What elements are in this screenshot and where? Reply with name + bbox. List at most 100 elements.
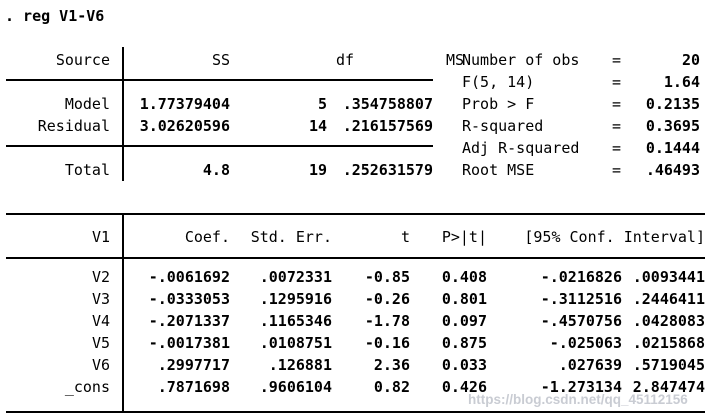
stat-label: Prob > F: [462, 95, 535, 113]
anova-ms-value: .252631579: [342, 161, 433, 179]
anova-df-value: 5: [317, 95, 327, 113]
stat-prob-f: Prob > F = 0.2135: [462, 96, 700, 113]
stat-value: 0.3695: [645, 117, 700, 135]
coef-row-v5: V5 -.0017381 .0108751 -0.16 0.875 -.0250…: [0, 335, 712, 352]
coef-header-row: V1 Coef. Std. Err. t P>|t| [95% Conf. In…: [0, 229, 712, 246]
t-value: 0.82: [373, 378, 410, 396]
coef-row-v4: V4 -.2071337 .1165346 -1.78 0.097 -.4570…: [0, 313, 712, 330]
p-value: 0.408: [441, 268, 487, 286]
equals-sign: =: [612, 117, 622, 135]
ci-lower-value: -.3112516: [540, 290, 622, 308]
stderr-value: .0072331: [259, 268, 332, 286]
t-value: -0.16: [364, 334, 410, 352]
equals-sign: =: [612, 51, 622, 69]
anova-header-source: Source: [55, 51, 110, 69]
stat-value: 20: [681, 51, 700, 69]
equals-sign: =: [612, 73, 622, 91]
anova-row-label: Model: [64, 95, 110, 113]
ci-lower-value: .027639: [558, 356, 622, 374]
stat-adj-r-squared: Adj R-squared = 0.1444: [462, 140, 700, 157]
t-value: -0.85: [364, 268, 410, 286]
ci-lower-value: -.4570756: [540, 312, 622, 330]
coef-var-label: V5: [91, 334, 110, 352]
ci-upper-value: .0093441: [632, 268, 705, 286]
ci-lower-value: -.0216826: [540, 268, 622, 286]
stderr-value: .9606104: [259, 378, 332, 396]
coef-value: -.0333053: [148, 290, 230, 308]
equals-sign: =: [612, 161, 622, 179]
coef-value: -.2071337: [148, 312, 230, 330]
coef-row-cons: _cons .7871698 .9606104 0.82 0.426 -1.27…: [0, 379, 712, 396]
anova-vertical-rule: [122, 47, 124, 181]
anova-ms-value: .216157569: [342, 117, 433, 135]
anova-row-label: Residual: [37, 117, 110, 135]
coef-row-v6: V6 .2997717 .126881 2.36 0.033 .027639 .…: [0, 357, 712, 374]
anova-row-label: Total: [64, 161, 110, 179]
coef-bottom-rule: [6, 411, 705, 413]
p-value: 0.097: [441, 312, 487, 330]
stat-label: R-squared: [462, 117, 544, 135]
coef-value: -.0017381: [148, 334, 230, 352]
stderr-value: .0108751: [259, 334, 332, 352]
coef-header-rule: [6, 257, 705, 259]
stderr-value: .1165346: [259, 312, 332, 330]
ci-upper-value: .0428083: [632, 312, 705, 330]
anova-df-value: 14: [308, 117, 327, 135]
t-value: 2.36: [373, 356, 410, 374]
ci-upper-value: 2.847474: [632, 378, 705, 396]
t-value: -0.26: [364, 290, 410, 308]
stat-root-mse: Root MSE = .46493: [462, 162, 700, 179]
coef-top-rule: [6, 213, 705, 215]
stat-label: Root MSE: [462, 161, 535, 179]
stat-value: .46493: [645, 161, 700, 179]
coef-var-label: V6: [91, 356, 110, 374]
anova-header-ms: MS: [445, 51, 464, 69]
stderr-value: .1295916: [259, 290, 332, 308]
anova-ms-value: .354758807: [342, 95, 433, 113]
equals-sign: =: [612, 95, 622, 113]
anova-row-residual: Residual 3.02620596 14 .216157569: [0, 118, 712, 135]
coef-header-t: t: [400, 228, 410, 246]
coef-row-v2: V2 -.0061692 .0072331 -0.85 0.408 -.0216…: [0, 269, 712, 286]
coef-value: .7871698: [157, 378, 230, 396]
stat-value: 0.2135: [645, 95, 700, 113]
stat-number-of-obs: Number of obs = 20: [462, 52, 700, 69]
p-value: 0.875: [441, 334, 487, 352]
anova-ss-value: 1.77379404: [139, 95, 230, 113]
coef-vertical-rule: [122, 213, 124, 411]
coef-header-depvar: V1: [91, 228, 110, 246]
stat-label: F(5, 14): [462, 73, 535, 91]
ci-upper-value: .0215868: [632, 334, 705, 352]
anova-ss-value: 4.8: [202, 161, 230, 179]
coef-header-ci: [95% Conf. Interval]: [524, 228, 705, 246]
watermark-text: https://blog.csdn.net/qq_45112156: [468, 392, 688, 407]
coef-row-v3: V3 -.0333053 .1295916 -0.26 0.801 -.3112…: [0, 291, 712, 308]
coef-header-stderr: Std. Err.: [250, 228, 332, 246]
equals-sign: =: [612, 139, 622, 157]
anova-row-model: Model 1.77379404 5 .354758807: [0, 96, 712, 113]
coef-value: .2997717: [157, 356, 230, 374]
p-value: 0.426: [441, 378, 487, 396]
anova-ss-value: 3.02620596: [139, 117, 230, 135]
stat-f: F(5, 14) = 1.64: [462, 74, 700, 91]
anova-header-df: df: [335, 51, 354, 69]
coef-header-p: P>|t|: [441, 228, 487, 246]
stat-value: 1.64: [663, 73, 700, 91]
anova-header-ss: SS: [211, 51, 230, 69]
anova-row-total: Total 4.8 19 .252631579: [0, 162, 712, 179]
coef-var-label: V2: [91, 268, 110, 286]
ci-upper-value: .5719045: [632, 356, 705, 374]
coef-value: -.0061692: [148, 268, 230, 286]
command-line: . reg V1-V6: [5, 7, 105, 25]
ci-lower-value: -.025063: [549, 334, 622, 352]
anova-total-rule: [6, 145, 433, 147]
anova-df-value: 19: [308, 161, 327, 179]
p-value: 0.033: [441, 356, 487, 374]
coef-header-coef: Coef.: [184, 228, 230, 246]
t-value: -1.78: [364, 312, 410, 330]
anova-header-rule: [6, 79, 433, 81]
stderr-value: .126881: [268, 356, 332, 374]
coef-var-label: V3: [91, 290, 110, 308]
ci-lower-value: -1.273134: [540, 378, 622, 396]
